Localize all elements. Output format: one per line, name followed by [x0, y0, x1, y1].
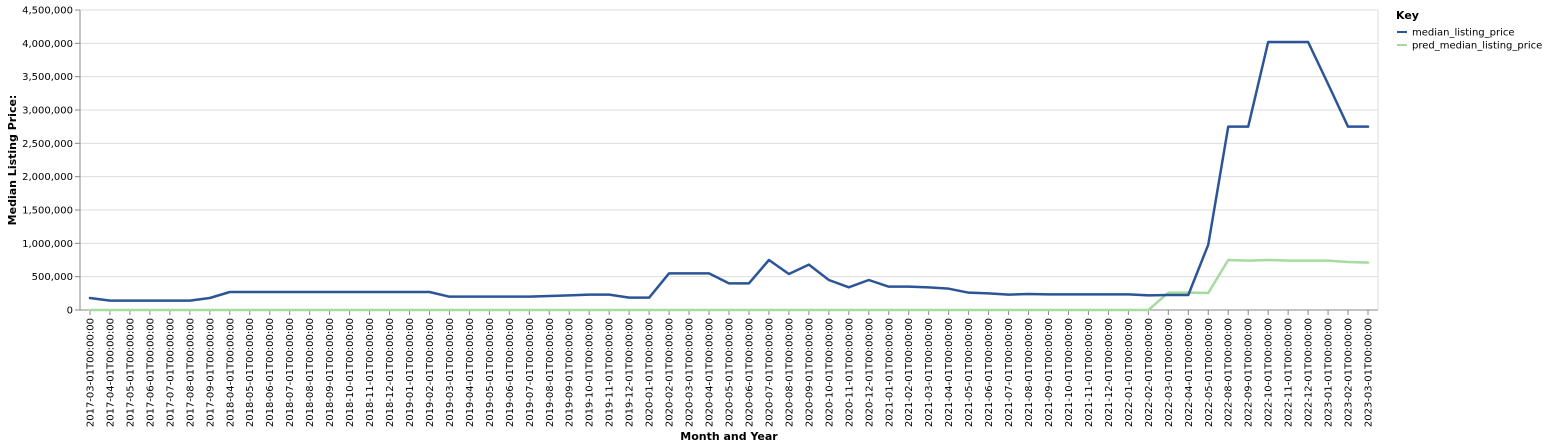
legend-label: median_listing_price [1412, 28, 1515, 39]
x-tick-label: 2017-03-01T00:00:00 [85, 318, 96, 427]
legend-label: pred_median_listing_price [1412, 41, 1542, 52]
y-tick-label: 1,500,000 [22, 206, 73, 217]
x-tick-label: 2019-09-01T00:00:00 [565, 318, 576, 427]
y-tick-label: 3,500,000 [22, 72, 73, 83]
x-tick-label: 2021-11-01T00:00:00 [1084, 318, 1095, 427]
x-tick-label: 2022-02-01T00:00:00 [1144, 318, 1155, 427]
x-axis-title: Month and Year [680, 430, 778, 443]
y-tick-label: 4,000,000 [22, 39, 73, 50]
x-tick-label: 2023-02-01T00:00:00 [1344, 318, 1355, 427]
x-axis: 2017-03-01T00:00:00 2017-04-01T00:00:00 20… [80, 309, 1378, 427]
y-tick-label: 2,500,000 [22, 139, 73, 150]
x-tick-label: 2020-07-01T00:00:00 [764, 318, 775, 427]
x-tick-label: 2021-03-01T00:00:00 [924, 318, 935, 427]
series-line-pred-median-listing-price [88, 258, 1370, 312]
x-tick-label: 2020-08-01T00:00:00 [784, 318, 795, 427]
x-tick-label: 2019-06-01T00:00:00 [505, 318, 516, 427]
x-tick-label: 2020-12-01T00:00:00 [864, 318, 875, 427]
legend: Key median_listing_price pred_median_list… [1396, 9, 1542, 52]
x-tick-label: 2020-09-01T00:00:00 [804, 318, 815, 427]
y-axis: 0 500,000 1,000,000 1,500,000 2,000,000 2,500… [22, 6, 81, 317]
x-tick-label: 2021-07-01T00:00:00 [1004, 318, 1015, 427]
x-tick-label: 2020-03-01T00:00:00 [685, 318, 696, 427]
x-tick-label: 2021-09-01T00:00:00 [1044, 318, 1055, 427]
x-tick-label: 2019-01-01T00:00:00 [405, 318, 416, 427]
x-tick-label: 2023-03-01T00:00:00 [1364, 318, 1375, 427]
x-tick-label: 2021-04-01T00:00:00 [944, 318, 955, 427]
x-tick-label: 2018-05-01T00:00:00 [245, 318, 256, 427]
x-tick-label: 2019-08-01T00:00:00 [545, 318, 556, 427]
x-tick-label: 2022-11-01T00:00:00 [1284, 318, 1295, 427]
x-tick-label: 2019-12-01T00:00:00 [625, 318, 636, 427]
x-tick-label: 2019-07-01T00:00:00 [525, 318, 536, 427]
series-lines [88, 40, 1370, 312]
x-tick-label: 2018-06-01T00:00:00 [265, 318, 276, 427]
x-tick-label: 2022-09-01T00:00:00 [1244, 318, 1255, 427]
y-tick-label: 3,000,000 [22, 106, 73, 117]
y-axis-title: Median Listing Price: [6, 95, 19, 226]
x-tick-label: 2018-11-01T00:00:00 [365, 318, 376, 427]
y-tick-label: 1,000,000 [22, 239, 73, 250]
x-tick-label: 2020-04-01T00:00:00 [705, 318, 716, 427]
x-tick-label: 2022-04-01T00:00:00 [1184, 318, 1195, 427]
x-tick-label: 2017-04-01T00:00:00 [105, 318, 116, 427]
x-tick-label: 2021-02-01T00:00:00 [904, 318, 915, 427]
x-tick-label: 2022-03-01T00:00:00 [1164, 318, 1175, 427]
x-tick-label: 2019-02-01T00:00:00 [425, 318, 436, 427]
x-tick-label: 2021-05-01T00:00:00 [964, 318, 975, 427]
x-tick-label: 2022-05-01T00:00:00 [1204, 318, 1215, 427]
x-tick-label: 2019-05-01T00:00:00 [485, 318, 496, 427]
x-tick-label: 2020-06-01T00:00:00 [744, 318, 755, 427]
x-tick-label: 2020-02-01T00:00:00 [665, 318, 676, 427]
x-tick-label: 2020-10-01T00:00:00 [824, 318, 835, 427]
x-tick-label: 2019-11-01T00:00:00 [605, 318, 616, 427]
x-tick-label: 2021-06-01T00:00:00 [984, 318, 995, 427]
x-tick-label: 2017-05-01T00:00:00 [125, 318, 136, 427]
x-tick-label: 2022-01-01T00:00:00 [1124, 318, 1135, 427]
x-tick-label: 2022-08-01T00:00:00 [1224, 318, 1235, 427]
x-tick-label: 2017-09-01T00:00:00 [205, 318, 216, 427]
y-tick-label: 0 [67, 306, 73, 317]
x-tick-label: 2021-12-01T00:00:00 [1104, 318, 1115, 427]
x-tick-label: 2020-01-01T00:00:00 [645, 318, 656, 427]
x-tick-label: 2017-08-01T00:00:00 [185, 318, 196, 427]
x-tick-label: 2019-10-01T00:00:00 [585, 318, 596, 427]
y-tick-label: 500,000 [32, 272, 73, 283]
x-tick-label: 2021-01-01T00:00:00 [884, 318, 895, 427]
x-tick-label: 2018-12-01T00:00:00 [385, 318, 396, 427]
x-tick-label: 2018-09-01T00:00:00 [325, 318, 336, 427]
x-tick-label: 2019-03-01T00:00:00 [445, 318, 456, 427]
x-tick-label: 2019-04-01T00:00:00 [465, 318, 476, 427]
legend-title: Key [1396, 9, 1419, 22]
y-tick-label: 4,500,000 [22, 6, 73, 17]
x-tick-label: 2018-10-01T00:00:00 [345, 318, 356, 427]
x-tick-label: 2017-07-01T00:00:00 [165, 318, 176, 427]
x-tick-label: 2022-12-01T00:00:00 [1304, 318, 1315, 427]
grid [80, 9, 1379, 311]
x-tick-label: 2020-05-01T00:00:00 [725, 318, 736, 427]
x-tick-label: 2018-08-01T00:00:00 [305, 318, 316, 427]
x-tick-label: 2020-11-01T00:00:00 [844, 318, 855, 427]
x-tick-label: 2017-06-01T00:00:00 [145, 318, 156, 427]
y-tick-label: 2,000,000 [22, 172, 73, 183]
x-tick-label: 2023-01-01T00:00:00 [1324, 318, 1335, 427]
x-tick-label: 2021-08-01T00:00:00 [1024, 318, 1035, 427]
x-tick-label: 2022-10-01T00:00:00 [1264, 318, 1275, 427]
x-tick-label: 2018-04-01T00:00:00 [225, 318, 236, 427]
x-tick-label: 2021-10-01T00:00:00 [1064, 318, 1075, 427]
x-tick-label: 2018-07-01T00:00:00 [285, 318, 296, 427]
series-line-median-listing-price [88, 40, 1370, 302]
